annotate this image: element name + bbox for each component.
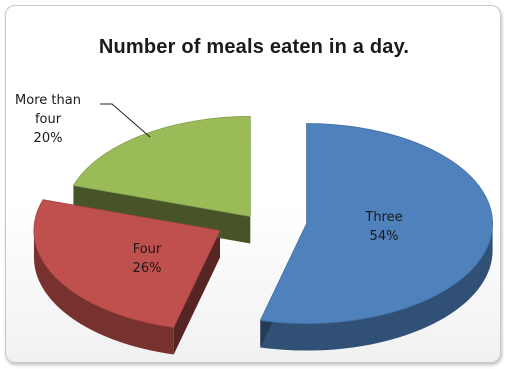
slice-side-three: [260, 223, 493, 351]
slice-four: [33, 199, 221, 328]
data-label-category: Three: [364, 210, 402, 225]
slice-more-than-four: [72, 116, 251, 217]
data-label-category: four: [35, 112, 62, 127]
slice-side-four: [33, 230, 174, 355]
data-label-category: Four: [133, 242, 162, 257]
leader-line-more-than-four: [100, 103, 151, 138]
data-label-three: Three 54%: [364, 210, 402, 244]
data-label-value: 54%: [370, 229, 399, 244]
data-label-value: 20%: [34, 131, 63, 146]
data-label-category: More than: [15, 93, 81, 108]
slice-three: [259, 123, 493, 324]
data-label-value: 26%: [133, 261, 162, 276]
slice-cut-face-four-0: [173, 230, 220, 355]
data-label-more-than-four: More than four 20%: [15, 93, 81, 146]
data-label-four: Four 26%: [133, 242, 162, 276]
chart-title: Number of meals eaten in a day.: [98, 36, 410, 58]
